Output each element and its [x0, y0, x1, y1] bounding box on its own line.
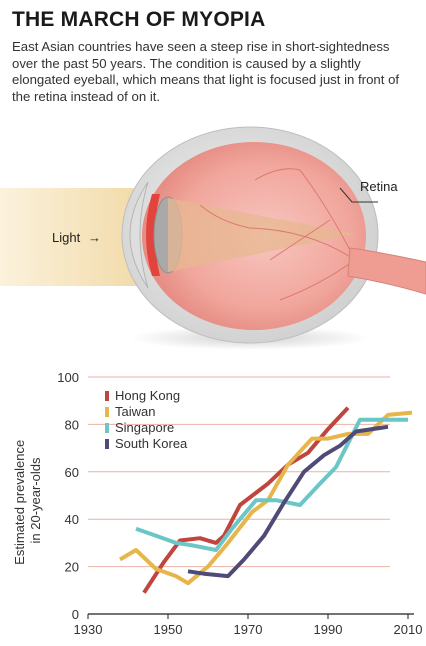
iris: [146, 194, 160, 276]
y-axis-label: Estimated prevalence in 20-year-olds: [12, 436, 43, 565]
series-line-south-korea: [187, 424, 389, 579]
legend-swatch: [105, 391, 109, 401]
x-tick-label: 1990: [314, 622, 343, 637]
y-axis-label-line-1: Estimated prevalence: [12, 440, 27, 565]
y-tick-label: 80: [65, 417, 79, 432]
cornea: [129, 181, 149, 289]
blood-vessels: [199, 168, 356, 301]
retina-pointer: [339, 187, 378, 203]
legend-label: Taiwan: [115, 404, 155, 419]
x-tick-label: 1970: [234, 622, 263, 637]
y-axis-label-line-2: in 20-year-olds: [28, 457, 43, 543]
y-tick-label: 0: [72, 607, 79, 622]
series-line-taiwan: [118, 410, 413, 586]
x-tick-label: 1930: [74, 622, 103, 637]
myopia-chart: 0 20 40 60 80 100 1930 1950 1970 1990 2010 Hong Ko…: [12, 370, 422, 637]
y-tick-label: 100: [57, 370, 79, 385]
legend-swatch: [105, 423, 109, 433]
legend-label: Singapore: [115, 420, 174, 435]
x-tick-label: 2010: [394, 622, 423, 637]
y-tick-label: 20: [65, 560, 79, 575]
page-title: THE MARCH OF MYOPIA: [12, 8, 266, 31]
arrow-right-icon: →: [88, 230, 101, 245]
axis-layer: 0 20 40 60 80 100 1930 1950 1970 1990 2010: [57, 370, 422, 637]
optic-nerve: [347, 247, 426, 295]
light-label: Light: [52, 230, 81, 245]
page-subtitle: East Asian countries have seen a steep r…: [12, 39, 400, 104]
x-tick-label: 1950: [154, 622, 183, 637]
light-cone: [168, 198, 355, 272]
legend-label: South Korea: [115, 436, 188, 451]
legend-label: Hong Kong: [115, 388, 180, 403]
series-layer: [118, 406, 413, 594]
eye-illustration: Retina Light →: [0, 126, 426, 350]
legend-swatch: [105, 407, 109, 417]
retina-label: Retina: [360, 179, 398, 194]
y-tick-label: 60: [65, 465, 79, 480]
y-tick-label: 40: [65, 512, 79, 527]
legend-swatch: [105, 439, 109, 449]
series-line-singapore: [135, 417, 408, 552]
